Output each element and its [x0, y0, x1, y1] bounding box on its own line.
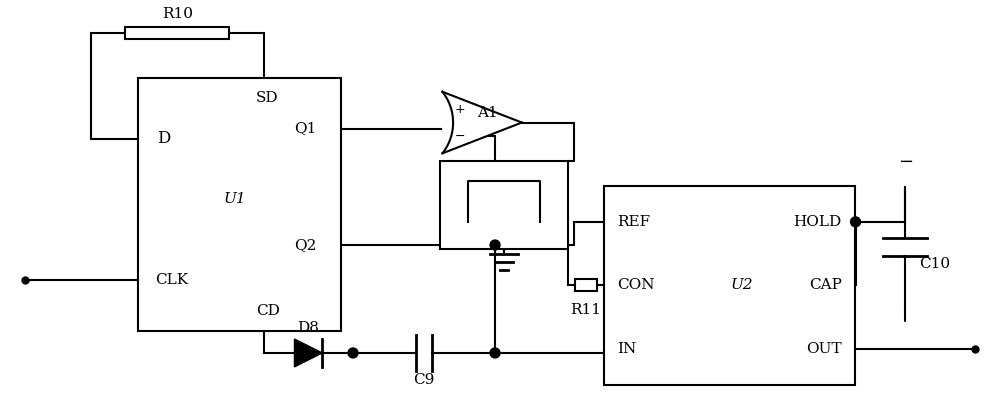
Circle shape [851, 217, 861, 227]
Text: OUT: OUT [806, 342, 842, 356]
Text: CD: CD [256, 304, 280, 318]
Text: Q1: Q1 [294, 122, 316, 135]
Text: R10: R10 [162, 7, 193, 21]
Text: C9: C9 [413, 373, 435, 387]
Text: −: − [898, 153, 913, 171]
Circle shape [490, 240, 500, 250]
Circle shape [490, 348, 500, 358]
Text: R11: R11 [570, 303, 601, 317]
Text: CON: CON [617, 278, 655, 292]
Text: Q2: Q2 [294, 238, 316, 252]
Bar [604, 186, 855, 385]
Bar [125, 27, 229, 39]
Text: REF: REF [617, 215, 650, 229]
Text: IN: IN [617, 342, 636, 356]
Text: D8: D8 [297, 321, 319, 335]
Text: CLK: CLK [155, 274, 189, 288]
Bar [138, 78, 341, 331]
Text: −: − [454, 130, 465, 143]
Text: SD: SD [256, 91, 278, 105]
Text: CAP: CAP [809, 278, 842, 292]
Text: A1: A1 [477, 105, 497, 120]
Text: C10: C10 [919, 257, 950, 271]
Polygon shape [442, 92, 522, 154]
Text: U2: U2 [731, 278, 753, 292]
Text: HOLD: HOLD [793, 215, 842, 229]
Circle shape [348, 348, 358, 358]
Text: +: + [454, 103, 465, 116]
Text: D: D [157, 130, 171, 147]
Bar [440, 161, 568, 249]
Text: U1: U1 [224, 192, 247, 206]
Polygon shape [294, 339, 322, 367]
Bar [575, 280, 597, 291]
Polygon shape [442, 92, 453, 154]
